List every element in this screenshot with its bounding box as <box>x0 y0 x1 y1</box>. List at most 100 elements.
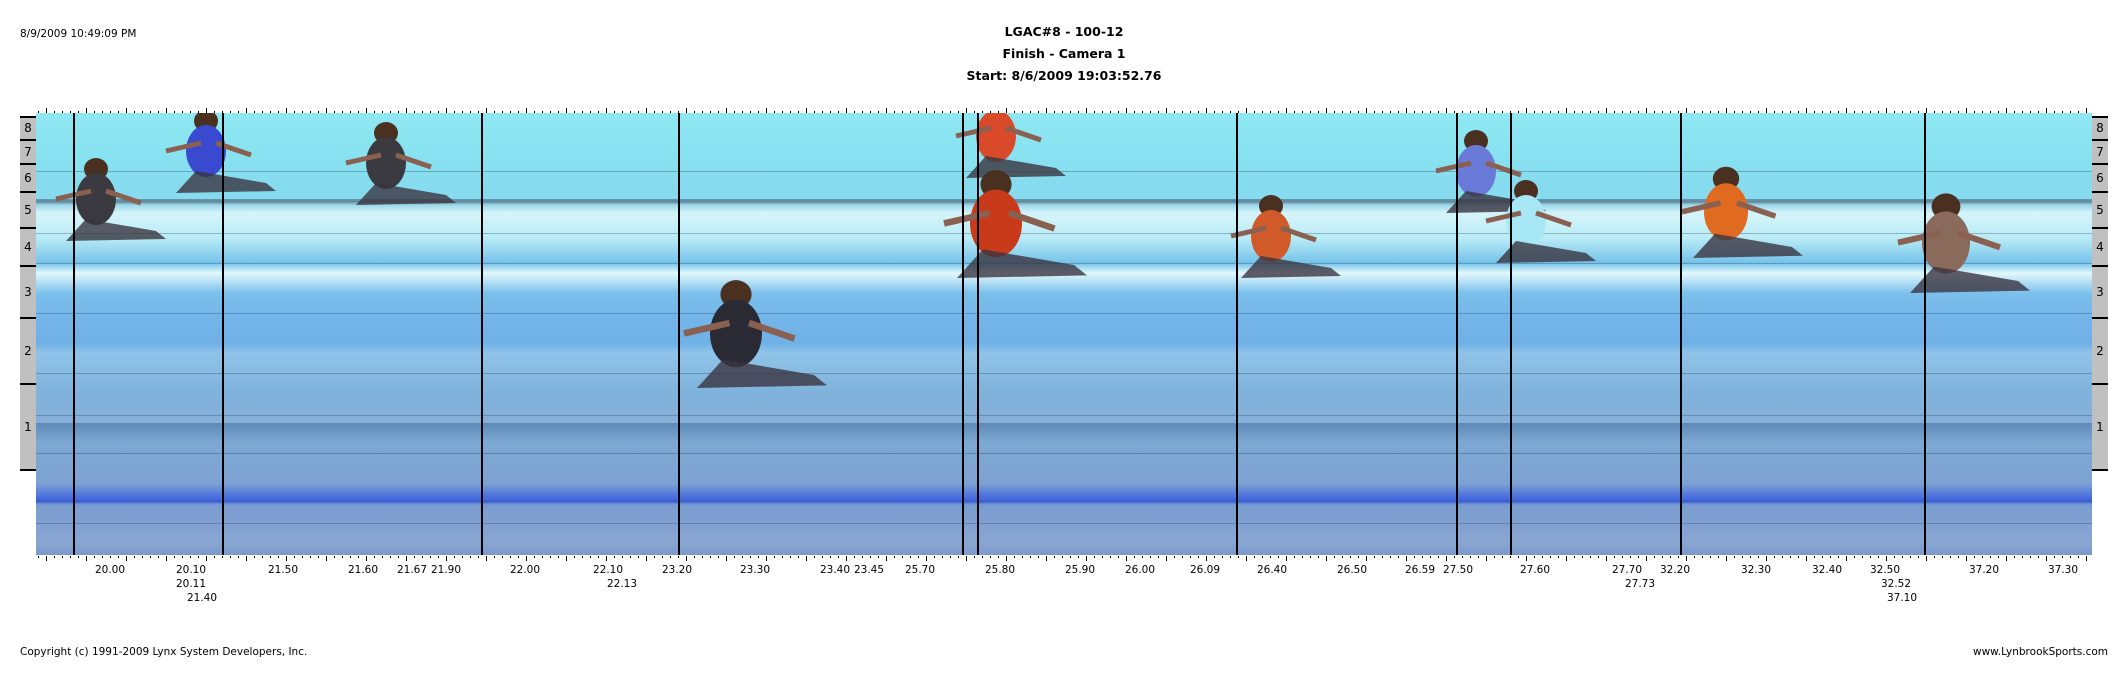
axis-tick <box>1446 556 1447 561</box>
axis-tick <box>54 556 55 558</box>
axis-tick <box>1454 556 1455 558</box>
time-cursor-line[interactable] <box>73 113 75 555</box>
axis-tick <box>1222 556 1223 558</box>
time-cursor-line[interactable] <box>1456 113 1458 555</box>
axis-tick <box>382 556 383 558</box>
axis-tick <box>1990 111 1991 113</box>
axis-tick <box>654 556 655 558</box>
axis-tick <box>518 111 519 113</box>
axis-tick <box>1582 556 1583 558</box>
axis-tick <box>222 556 223 558</box>
axis-tick <box>46 556 47 561</box>
time-cursor-line[interactable] <box>1236 113 1238 555</box>
axis-tick <box>1470 111 1471 113</box>
axis-tick <box>710 556 711 558</box>
axis-tick <box>1638 556 1639 558</box>
axis-tick <box>2022 556 2023 558</box>
time-cursor-line[interactable] <box>977 113 979 555</box>
axis-tick <box>1198 556 1199 558</box>
time-label: 27.50 <box>1442 564 1474 576</box>
axis-tick <box>406 556 407 561</box>
time-cursor-line[interactable] <box>1924 113 1926 555</box>
axis-tick <box>446 108 447 113</box>
axis-tick <box>1358 111 1359 113</box>
axis-tick <box>262 556 263 558</box>
axis-tick <box>62 111 63 113</box>
axis-tick <box>430 111 431 113</box>
axis-tick <box>1102 556 1103 558</box>
axis-tick <box>2030 111 2031 113</box>
axis-tick <box>2054 111 2055 113</box>
time-cursor-line[interactable] <box>1680 113 1682 555</box>
time-label: 23.20 <box>661 564 693 576</box>
axis-tick <box>1502 556 1503 558</box>
axis-tick <box>1510 111 1511 113</box>
time-cursor-line[interactable] <box>481 113 483 555</box>
axis-tick <box>182 556 183 558</box>
time-label: 25.90 <box>1064 564 1096 576</box>
axis-tick <box>582 556 583 558</box>
axis-tick <box>1822 556 1823 558</box>
axis-tick <box>990 111 991 113</box>
axis-tick <box>662 556 663 558</box>
axis-tick <box>1270 111 1271 113</box>
axis-tick <box>1190 111 1191 113</box>
lane-stripe <box>36 453 2092 454</box>
axis-tick <box>582 111 583 113</box>
lane-stripe <box>36 313 2092 314</box>
axis-tick <box>1206 108 1207 113</box>
axis-tick <box>1790 111 1791 113</box>
axis-tick <box>1998 556 1999 558</box>
axis-tick <box>1198 111 1199 113</box>
axis-tick <box>1286 108 1287 113</box>
axis-tick <box>814 556 815 558</box>
axis-tick <box>1214 556 1215 558</box>
lane-stripe <box>36 523 2092 524</box>
axis-tick <box>646 556 647 561</box>
axis-tick <box>1446 108 1447 113</box>
website[interactable]: www.LynbrookSports.com <box>1973 646 2108 658</box>
axis-tick <box>1702 111 1703 113</box>
time-cursor-line[interactable] <box>222 113 224 555</box>
axis-tick <box>854 111 855 113</box>
axis-tick <box>1590 111 1591 113</box>
axis-tick <box>886 556 887 561</box>
axis-tick <box>1678 556 1679 558</box>
axis-tick <box>406 108 407 113</box>
axis-tick <box>742 556 743 558</box>
axis-tick <box>174 556 175 558</box>
axis-tick <box>1022 556 1023 558</box>
axis-tick <box>1758 111 1759 113</box>
axis-tick <box>182 111 183 113</box>
lane-label-7: 7 <box>2092 139 2108 163</box>
axis-tick <box>1894 111 1895 113</box>
axis-tick <box>438 111 439 113</box>
axis-tick <box>1046 108 1047 113</box>
axis-tick <box>1158 556 1159 558</box>
axis-tick <box>1422 556 1423 558</box>
lane-stripe <box>36 373 2092 374</box>
axis-tick <box>510 111 511 113</box>
time-cursor-line[interactable] <box>678 113 680 555</box>
axis-tick <box>1254 556 1255 558</box>
axis-tick <box>1118 111 1119 113</box>
axis-tick <box>1510 556 1511 558</box>
axis-tick <box>1294 111 1295 113</box>
axis-tick <box>454 556 455 558</box>
axis-tick <box>1062 111 1063 113</box>
axis-tick <box>1550 111 1551 113</box>
axis-tick <box>1910 111 1911 113</box>
axis-tick <box>1838 111 1839 113</box>
axis-tick <box>1262 556 1263 558</box>
time-cursor-line[interactable] <box>962 113 964 555</box>
axis-tick <box>1118 556 1119 558</box>
axis-tick <box>542 556 543 558</box>
axis-tick <box>142 556 143 558</box>
axis-tick <box>1422 111 1423 113</box>
time-cursor-line[interactable] <box>1510 113 1512 555</box>
axis-tick <box>1486 556 1487 561</box>
axis-tick <box>950 111 951 113</box>
lane-label-1: 1 <box>2092 383 2108 469</box>
axis-tick <box>2014 556 2015 558</box>
axis-tick <box>918 111 919 113</box>
